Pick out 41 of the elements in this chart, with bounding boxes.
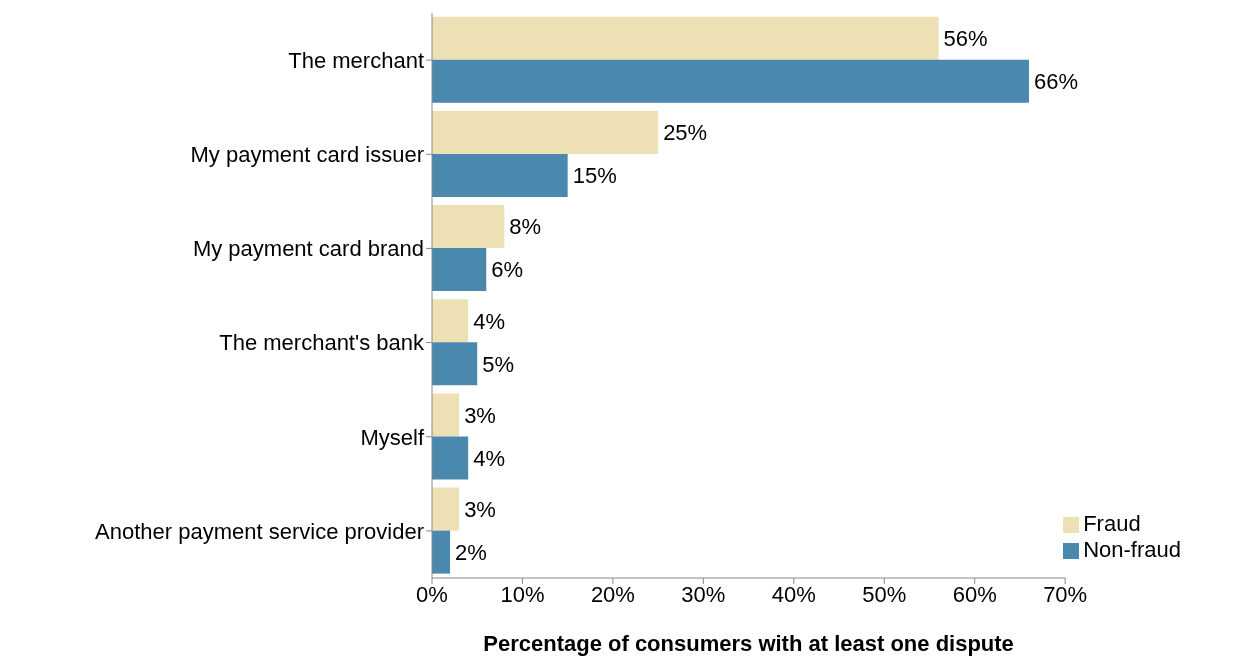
bar [432,436,469,480]
data-label: 56% [943,26,988,52]
bar [432,16,939,60]
bar [432,153,568,197]
data-label: 15% [572,163,617,189]
bar [432,110,659,154]
y-tick-label: My payment card issuer [190,142,424,168]
data-label: 6% [491,257,524,283]
y-tick-label: My payment card brand [192,236,424,262]
bar [432,299,469,343]
data-label: 3% [464,402,496,428]
bar [432,205,505,249]
bar [432,530,451,574]
bar [432,342,478,386]
x-tick-label: 10% [500,581,545,607]
y-tick-label: The merchant's bank [219,330,425,356]
data-label: 2% [455,539,487,565]
legend-label: Non-fraud [1083,537,1181,562]
data-label: 5% [482,351,515,377]
data-label: 66% [1033,69,1079,95]
y-tick-label: Another payment service provider [95,518,424,544]
data-label: 8% [509,214,542,240]
data-label: 3% [464,496,496,522]
x-tick-label: 30% [681,581,726,607]
y-tick-label: The merchant [288,47,424,73]
y-tick-label: Myself [360,424,425,450]
x-tick-label: 20% [590,581,635,607]
legend-label: Fraud [1083,511,1141,536]
x-tick-label: 0% [416,581,448,607]
data-label: 4% [473,445,505,471]
x-tick-label: 40% [771,581,816,607]
data-label: 4% [473,308,505,334]
data-label: 25% [663,120,708,146]
x-tick-label: 50% [862,581,907,607]
x-tick-label: 60% [952,581,997,607]
bar [432,487,460,531]
x-tick-label: 70% [1043,581,1088,607]
bar [432,59,1029,103]
x-axis-title: Percentage of consumers with at least one dispute [483,631,1014,656]
bar [432,248,487,292]
bar [432,393,460,437]
